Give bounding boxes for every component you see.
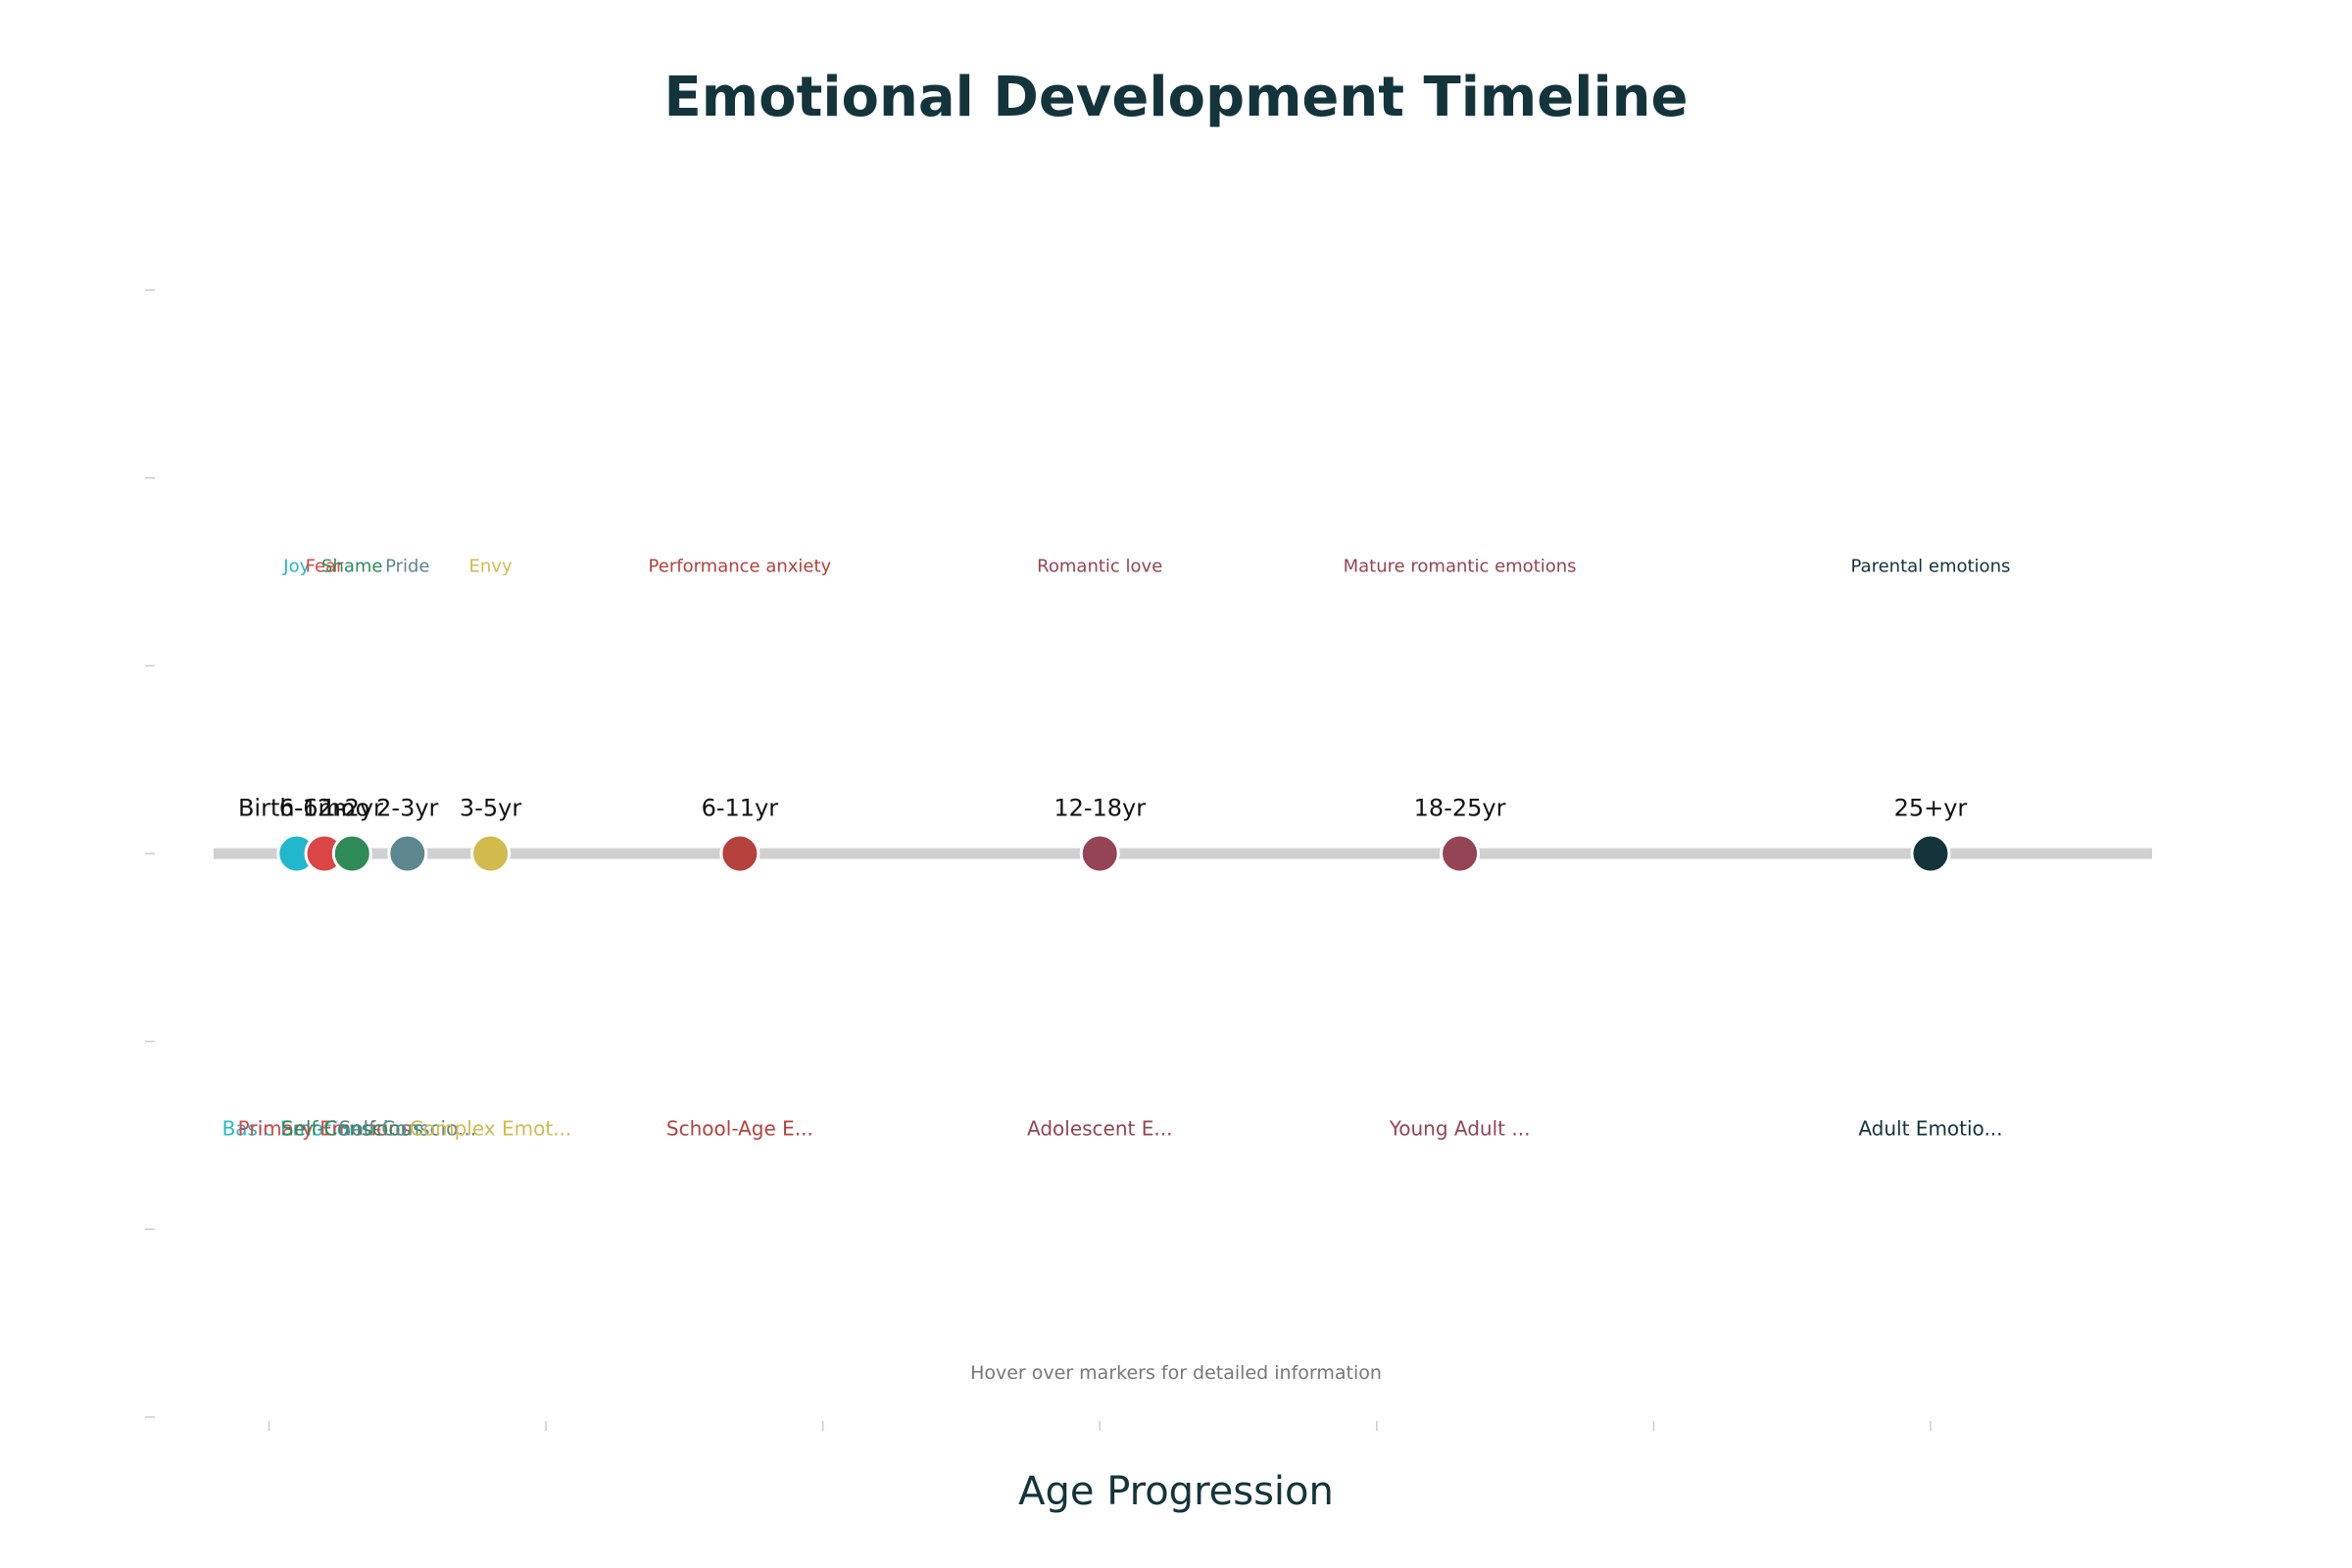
stage-label: Self-Conscio... <box>339 1117 477 1141</box>
stage-label: Complex Emot... <box>410 1117 571 1141</box>
emotion-label: Shame <box>321 557 382 577</box>
age-label: 6-11yr <box>702 795 779 822</box>
age-label: Birth-6mo <box>238 795 356 822</box>
milestone-marker <box>1440 833 1481 874</box>
hover-hint: Hover over markers for detailed informat… <box>970 1362 1382 1384</box>
stage-label: Adolescent E... <box>1027 1117 1172 1141</box>
age-label: 2-3yr <box>376 795 438 822</box>
emotion-label: Romantic love <box>1037 557 1162 577</box>
milestone-marker <box>1079 833 1120 874</box>
milestone-marker <box>1910 833 1951 874</box>
stage-label: School-Age E... <box>666 1117 813 1141</box>
emotion-label: Parental emotions <box>1851 557 2011 577</box>
age-label: 3-5yr <box>460 795 521 822</box>
emotion-label: Mature romantic emotions <box>1344 557 1577 577</box>
stage-label: Adult Emotio... <box>1858 1117 2002 1141</box>
stage-label: Primary Emotions <box>238 1117 412 1141</box>
emotion-label: Joy <box>282 557 310 577</box>
milestone-marker <box>331 833 372 874</box>
emotion-label: Performance anxiety <box>649 557 832 577</box>
age-label: 18-25yr <box>1414 795 1506 822</box>
stage-label: Basic Emotions <box>222 1117 371 1141</box>
milestone-group: Birth-6mo Joy Basic Emotions 6-12mo Fear Prim… <box>222 557 2011 1141</box>
chart-title: Emotional Development Timeline <box>664 66 1689 129</box>
emotion-label: Fear <box>306 557 344 577</box>
age-label: 25+yr <box>1894 795 1968 822</box>
age-label: 6-12mo <box>279 795 370 822</box>
axes <box>145 289 1932 1431</box>
milestone-marker <box>387 833 428 874</box>
age-label: 1-2yr <box>321 795 383 822</box>
milestone-marker <box>470 833 512 874</box>
emotion-label: Pride <box>385 557 429 577</box>
stage-label: Young Adult ... <box>1389 1117 1531 1141</box>
emotion-label: Envy <box>469 557 513 577</box>
stage-label: Self-Conscious <box>281 1117 423 1141</box>
age-label: 12-18yr <box>1054 795 1146 822</box>
milestone-marker <box>719 833 760 874</box>
x-axis-label: Age Progression <box>1018 1469 1334 1514</box>
